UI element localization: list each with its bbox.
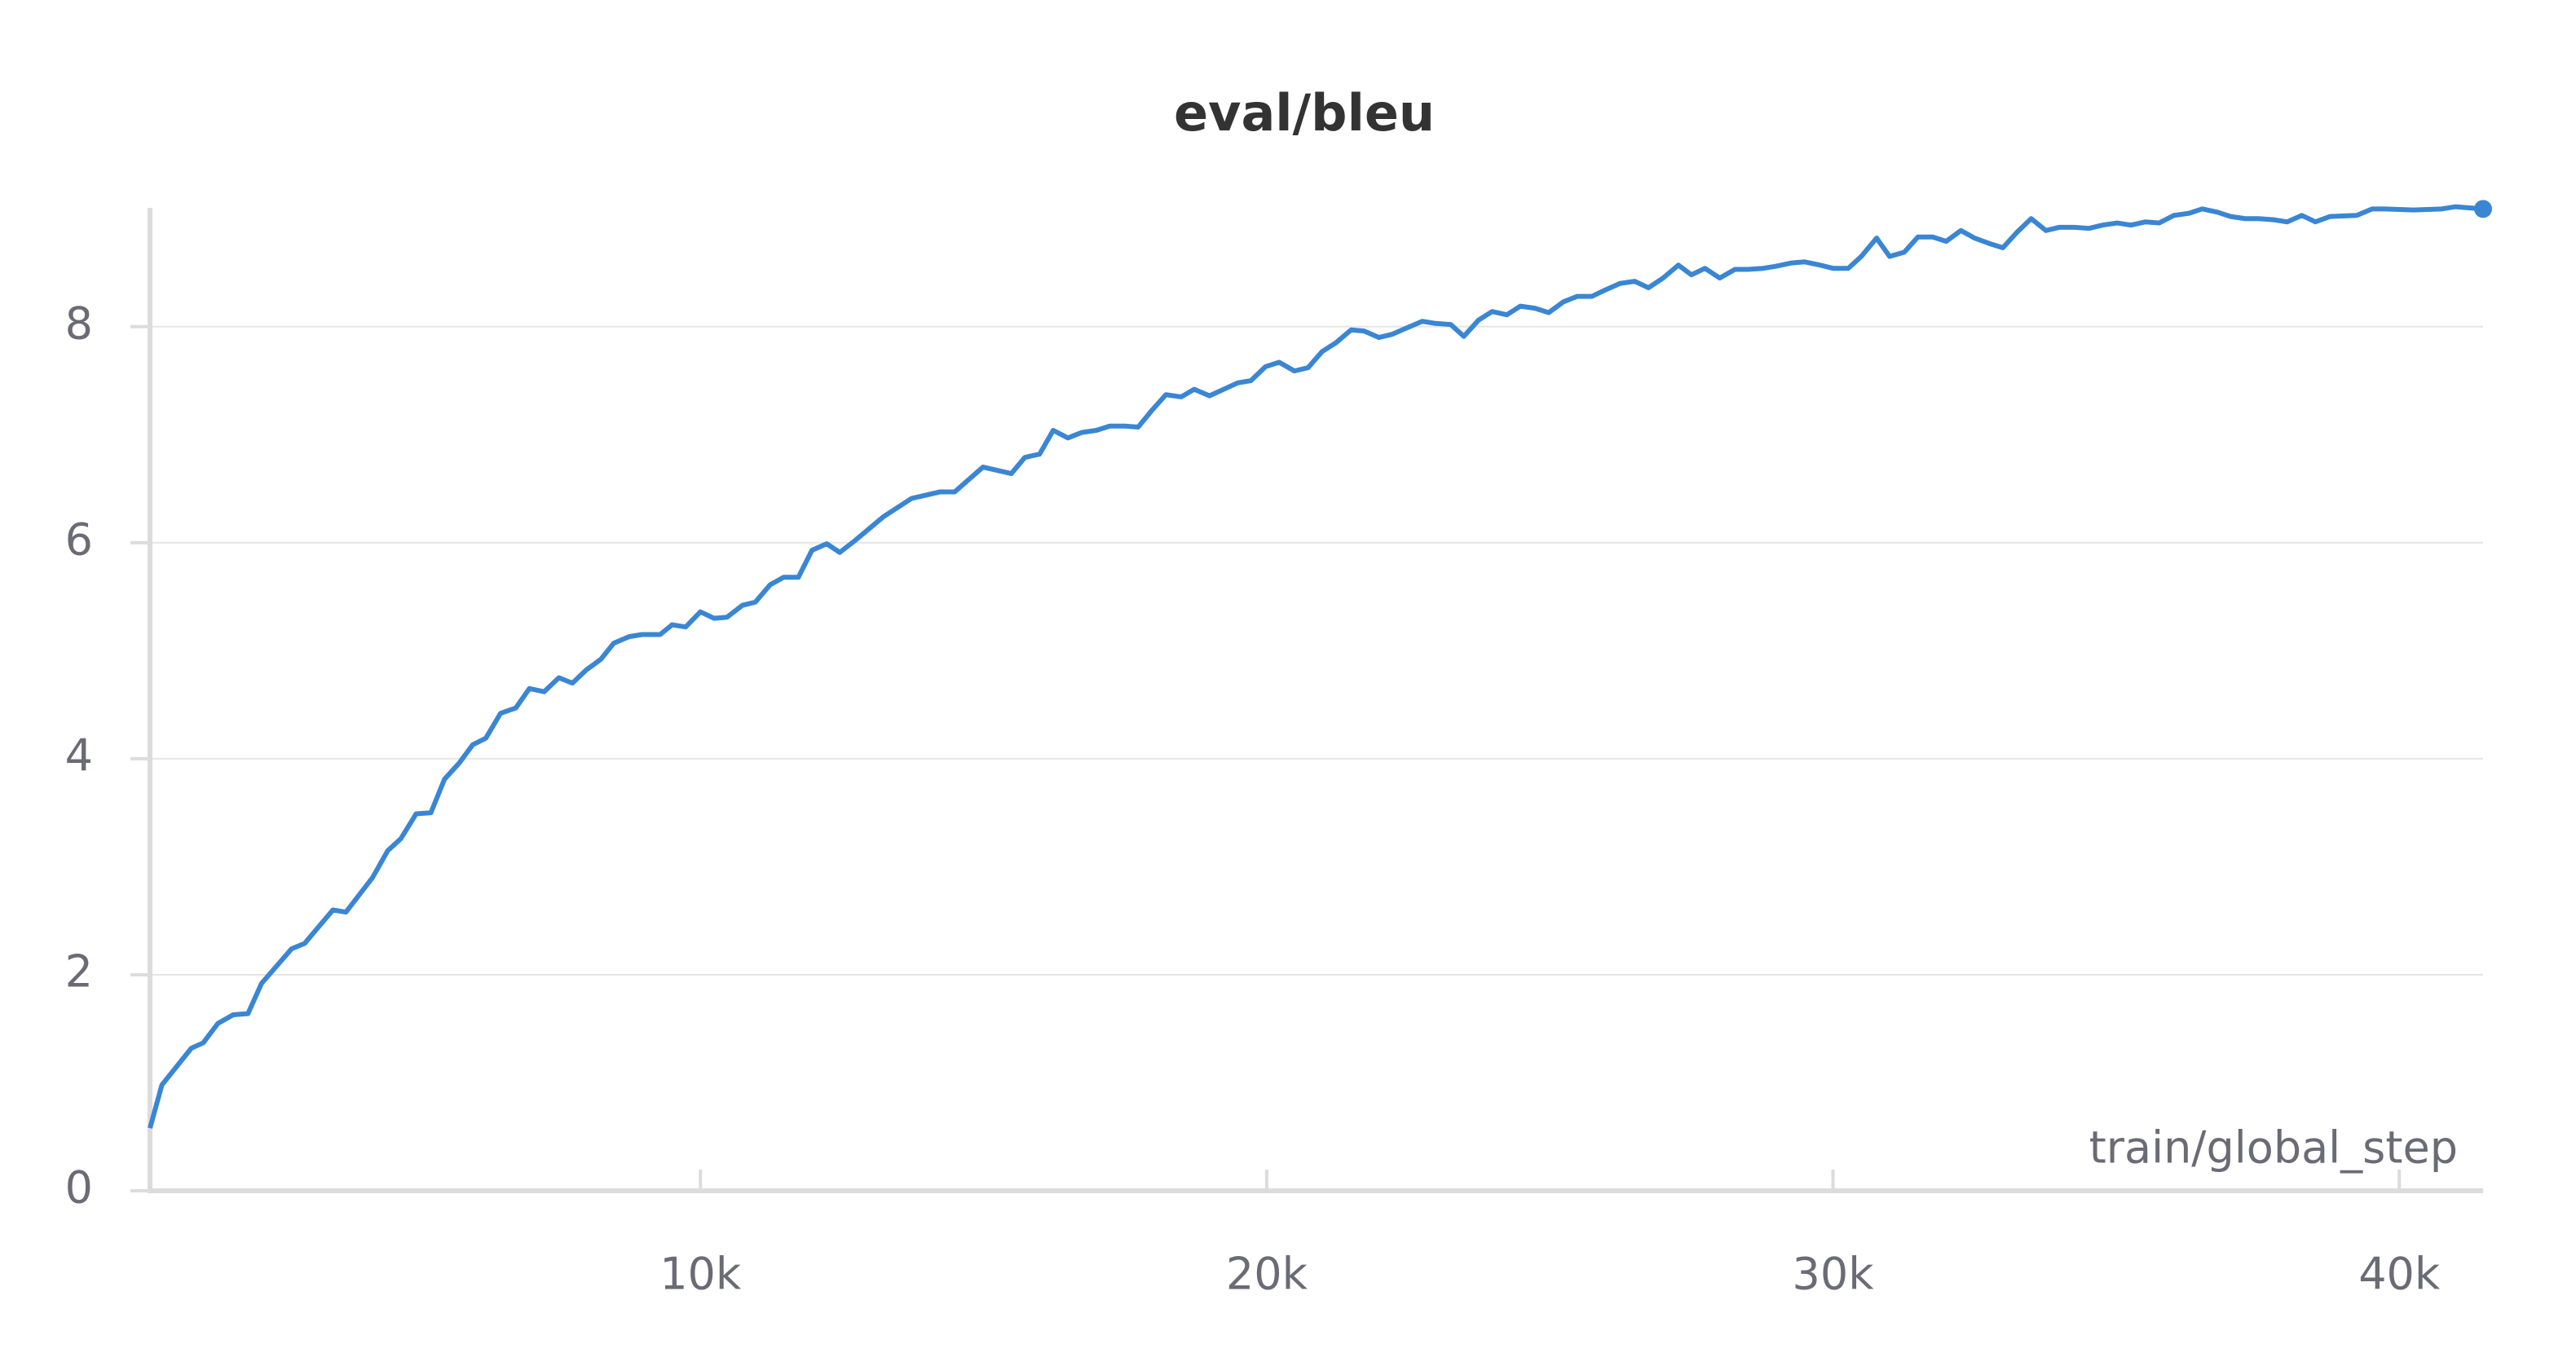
y-tick-label: 0	[65, 1162, 93, 1214]
last-point	[2474, 200, 2492, 218]
y-tick-label: 6	[65, 513, 93, 565]
chart-title: eval/bleu	[1174, 83, 1435, 143]
data-line	[148, 204, 2484, 1129]
x-tick-label: 20k	[1226, 1249, 1308, 1300]
x-tick-label: 10k	[659, 1249, 742, 1300]
y-tick-label: 4	[65, 730, 93, 782]
x-tick-label: 30k	[1793, 1249, 1875, 1300]
x-axis-label: train/global_step	[2089, 1122, 2458, 1174]
y-tick-label: 2	[65, 946, 93, 998]
x-tick-label: 40k	[2358, 1249, 2441, 1300]
y-tick-label: 8	[65, 297, 93, 349]
